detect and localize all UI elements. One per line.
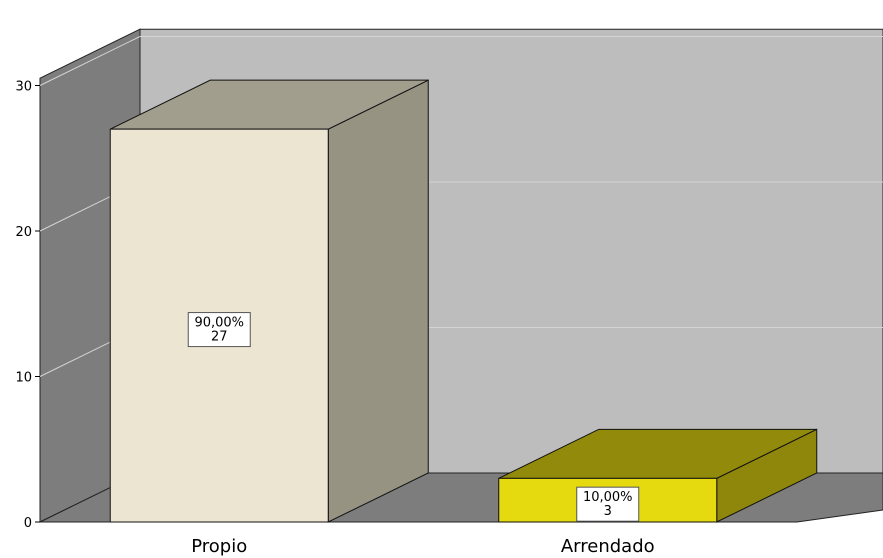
data-label-box <box>576 486 640 522</box>
x-axis: Propio Arrendado <box>191 536 654 557</box>
y-tick-label: 30 <box>15 80 32 95</box>
y-tick-label: 10 <box>15 371 32 386</box>
bar-arrendado: 10,00%3 <box>498 428 818 523</box>
x-tick-label: Arrendado <box>561 536 655 557</box>
gridline-side-3 <box>39 36 141 86</box>
data-label-box <box>187 312 251 348</box>
bars: 90,00%27 10,00%3 <box>109 79 818 523</box>
data-label-percent: 10,00% <box>583 490 633 505</box>
data-label-count: 3 <box>604 504 612 519</box>
data-label-percent: 90,00% <box>194 316 244 331</box>
bar-side <box>327 79 429 523</box>
y-axis: 0 10 20 30 <box>15 80 40 531</box>
y-tick-label: 20 <box>15 225 32 240</box>
data-label-count: 27 <box>211 330 228 345</box>
y-tick-label: 0 <box>24 516 32 531</box>
x-tick-label: Propio <box>191 536 247 557</box>
bar-propio: 90,00%27 <box>109 79 429 523</box>
